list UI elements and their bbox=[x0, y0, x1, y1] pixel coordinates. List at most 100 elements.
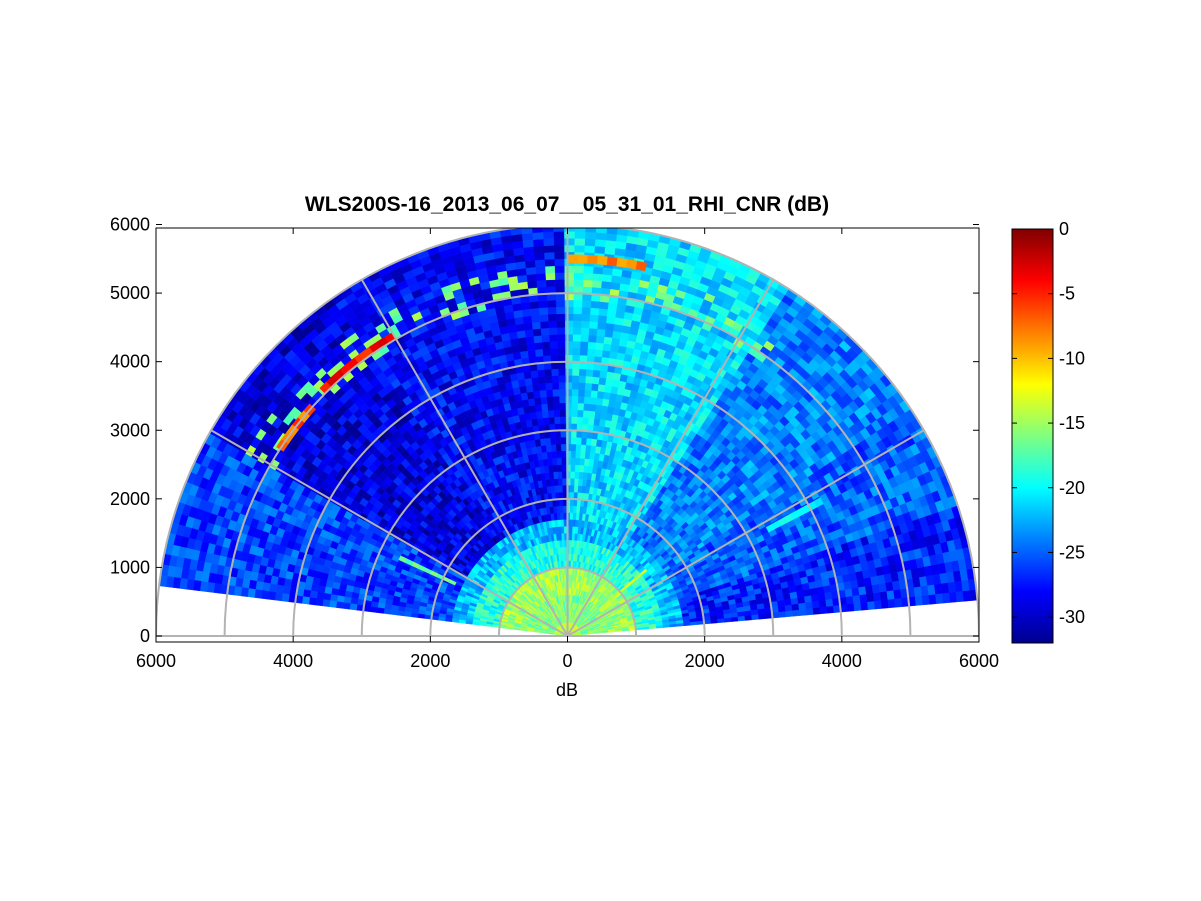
cnr-cell bbox=[578, 471, 584, 480]
cnr-cell bbox=[571, 382, 579, 390]
cnr-cell bbox=[549, 437, 556, 445]
cnr-cell bbox=[601, 273, 613, 283]
cnr-cell bbox=[605, 371, 615, 380]
cnr-cell bbox=[562, 484, 567, 493]
cnr-cell bbox=[571, 395, 579, 404]
cnr-cell bbox=[595, 232, 607, 241]
cnr-cell bbox=[575, 450, 581, 459]
cnr-cell bbox=[521, 232, 534, 241]
cnr-cell bbox=[591, 376, 600, 385]
cnr-cell bbox=[579, 341, 589, 349]
cnr-cell bbox=[559, 416, 566, 424]
cnr-cell bbox=[565, 395, 572, 404]
cnr-cell bbox=[593, 417, 601, 426]
cnr-cell bbox=[544, 375, 553, 384]
cnr-cell bbox=[533, 245, 545, 254]
cnr-cell bbox=[858, 585, 867, 596]
cnr-cell bbox=[522, 315, 533, 324]
cnr-cell bbox=[571, 375, 580, 383]
cnr-cell bbox=[588, 410, 596, 419]
cnr-cell bbox=[811, 600, 820, 609]
cnr-cell bbox=[524, 329, 534, 338]
cnr-cell bbox=[541, 410, 549, 419]
cnr-cell bbox=[582, 279, 593, 288]
cnr-cell bbox=[540, 334, 550, 343]
cnr-cell bbox=[543, 251, 555, 260]
cnr-cell bbox=[594, 238, 606, 248]
cnr-cell bbox=[573, 485, 579, 493]
cnr-cell bbox=[555, 299, 565, 308]
cnr-cell bbox=[572, 320, 582, 328]
cnr-cell bbox=[571, 526, 576, 534]
cnr-cell bbox=[572, 512, 577, 520]
cnr-cell bbox=[572, 347, 581, 356]
cnr-cell bbox=[583, 265, 594, 274]
chart-title: WLS200S-16_2013_06_07__05_31_01_RHI_CNR … bbox=[305, 193, 829, 216]
cnr-cell bbox=[579, 451, 586, 459]
cnr-cell bbox=[570, 436, 577, 445]
cnr-cell bbox=[804, 601, 814, 610]
cnr-cell bbox=[542, 348, 551, 357]
cnr-cell bbox=[569, 478, 575, 486]
cnr-cell bbox=[564, 320, 574, 328]
cnr-cell bbox=[886, 589, 895, 600]
cnr-cell bbox=[602, 391, 611, 400]
cnr-cell bbox=[557, 354, 566, 363]
cnr-cell bbox=[552, 395, 560, 404]
cnr-cell bbox=[535, 266, 546, 275]
cnr-cell bbox=[579, 457, 585, 466]
cnr-cell bbox=[845, 595, 854, 605]
cnr-cell bbox=[561, 471, 567, 479]
cnr-cell bbox=[935, 593, 944, 604]
cnr-cell bbox=[600, 405, 609, 414]
cnr-cell bbox=[564, 306, 574, 314]
cnr-cell bbox=[563, 526, 567, 534]
cnr-cell bbox=[606, 309, 617, 318]
cnr-cell bbox=[605, 315, 616, 325]
cnr-cell bbox=[582, 410, 590, 418]
cnr-cell bbox=[532, 328, 542, 337]
cnr-cell bbox=[584, 245, 595, 254]
cnr-cell bbox=[578, 375, 586, 384]
cnr-cell bbox=[563, 238, 575, 246]
cnr-cell bbox=[531, 383, 540, 392]
cnr-cell bbox=[552, 389, 560, 397]
cnr-cell bbox=[577, 402, 584, 411]
cnr-cell bbox=[570, 464, 576, 472]
cnr-cell bbox=[517, 281, 529, 290]
cnr-cell bbox=[817, 592, 826, 601]
cnr-cell bbox=[545, 279, 556, 288]
cnr-cell bbox=[569, 505, 574, 513]
cnr-cell bbox=[893, 589, 902, 599]
cnr-cell bbox=[580, 334, 589, 343]
cnr-cell bbox=[565, 402, 572, 410]
cnr-cell bbox=[569, 526, 573, 534]
cnr-cell bbox=[556, 313, 565, 321]
cnr-cell bbox=[597, 314, 608, 324]
cnr-cell bbox=[758, 613, 766, 620]
cnr-cell bbox=[553, 416, 561, 424]
cnr-cell bbox=[536, 369, 546, 378]
cnr-cell bbox=[569, 484, 575, 493]
cnr-cell bbox=[568, 553, 572, 561]
cnr-cell bbox=[568, 560, 571, 568]
cnr-cell bbox=[546, 299, 557, 308]
cnr-cell bbox=[574, 231, 586, 239]
cnr-cell bbox=[580, 437, 587, 446]
cnr-cell bbox=[594, 411, 602, 420]
cnr-cell bbox=[913, 586, 923, 597]
cnr-cell bbox=[537, 376, 546, 385]
cnr-cell bbox=[601, 349, 611, 359]
cnr-cell bbox=[577, 485, 583, 493]
cnr-cell bbox=[545, 382, 553, 391]
cnr-cell bbox=[921, 594, 930, 606]
cnr-cell bbox=[551, 382, 560, 390]
cnr-cell bbox=[573, 279, 584, 287]
cnr-cell bbox=[568, 539, 572, 548]
cnr-cell bbox=[826, 605, 835, 614]
cnr-cell bbox=[534, 404, 543, 413]
cnr-cell bbox=[523, 322, 533, 331]
cnr-cell bbox=[572, 327, 582, 335]
cnr-cell bbox=[544, 437, 551, 446]
cnr-cell bbox=[564, 279, 574, 287]
